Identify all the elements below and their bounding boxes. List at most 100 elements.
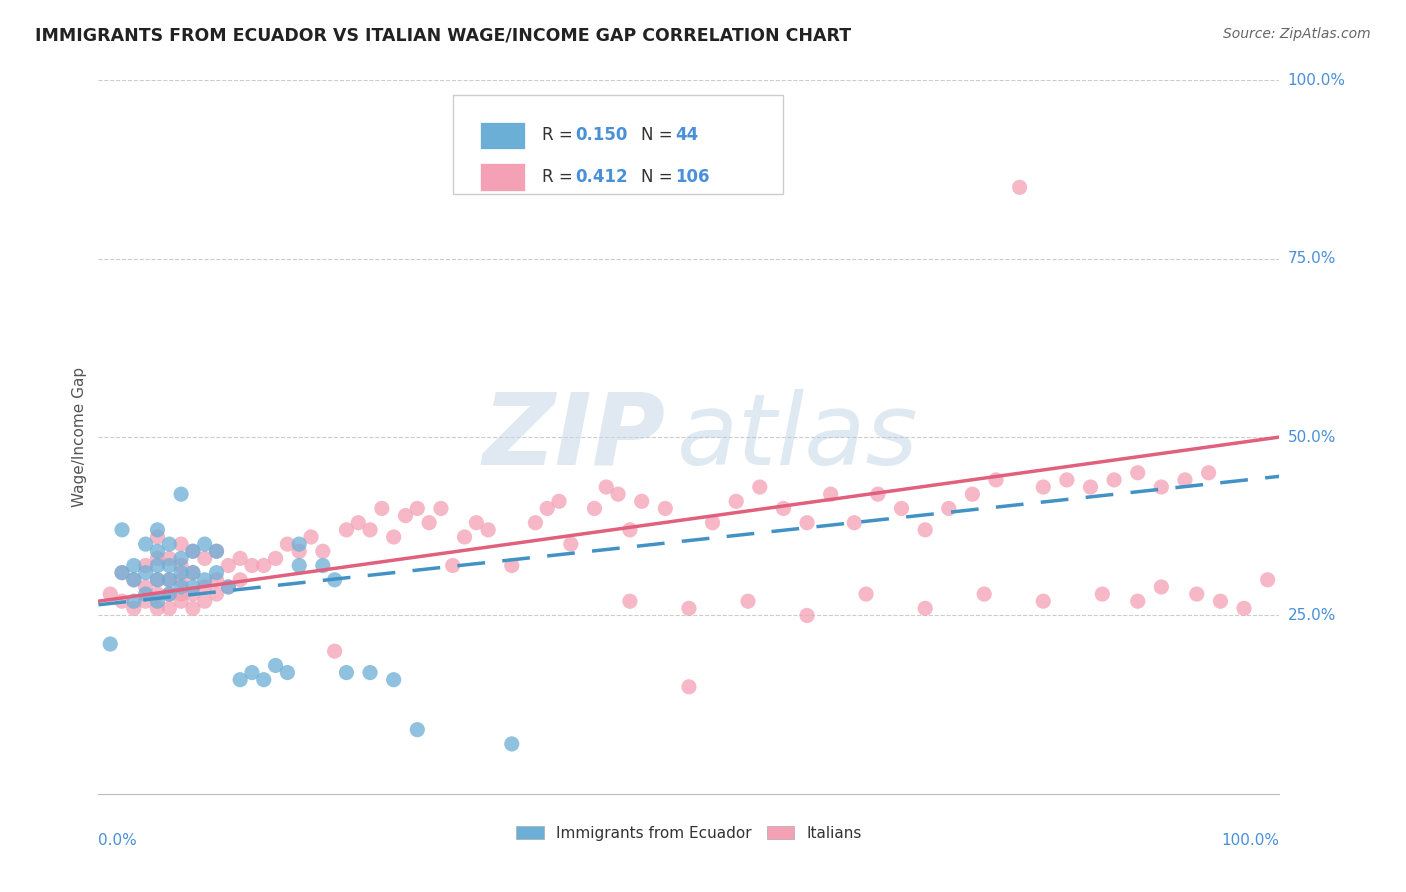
FancyBboxPatch shape bbox=[453, 95, 783, 194]
Point bbox=[170, 587, 193, 601]
Text: 44: 44 bbox=[675, 127, 697, 145]
Point bbox=[335, 665, 357, 680]
Point bbox=[146, 530, 169, 544]
Point bbox=[1233, 601, 1256, 615]
Point bbox=[229, 673, 252, 687]
Point bbox=[890, 501, 912, 516]
Point bbox=[630, 494, 652, 508]
Point bbox=[122, 573, 145, 587]
Point bbox=[146, 601, 169, 615]
Point bbox=[501, 558, 523, 573]
Point bbox=[157, 601, 180, 615]
Point bbox=[205, 566, 228, 580]
Point bbox=[170, 537, 193, 551]
Text: ZIP: ZIP bbox=[482, 389, 665, 485]
Point bbox=[205, 544, 228, 558]
Point bbox=[122, 601, 145, 615]
Point bbox=[157, 537, 180, 551]
Point bbox=[157, 551, 180, 566]
Point bbox=[122, 573, 145, 587]
Point bbox=[146, 558, 169, 573]
Point bbox=[772, 501, 794, 516]
Point bbox=[146, 573, 169, 587]
Point bbox=[217, 558, 239, 573]
Point bbox=[288, 558, 311, 573]
Text: R =: R = bbox=[543, 168, 578, 186]
Point bbox=[501, 737, 523, 751]
Point bbox=[264, 658, 287, 673]
FancyBboxPatch shape bbox=[479, 163, 524, 191]
Point bbox=[205, 544, 228, 558]
Point bbox=[844, 516, 866, 530]
Point bbox=[737, 594, 759, 608]
Point bbox=[194, 573, 217, 587]
Point bbox=[453, 530, 475, 544]
Point bbox=[1091, 587, 1114, 601]
Point bbox=[430, 501, 453, 516]
Point bbox=[146, 544, 169, 558]
Point bbox=[181, 566, 204, 580]
Point bbox=[382, 673, 405, 687]
Legend: Immigrants from Ecuador, Italians: Immigrants from Ecuador, Italians bbox=[510, 820, 868, 847]
Point bbox=[595, 480, 617, 494]
Point bbox=[973, 587, 995, 601]
Point bbox=[1056, 473, 1078, 487]
Point bbox=[678, 680, 700, 694]
Point bbox=[194, 537, 217, 551]
Point bbox=[524, 516, 547, 530]
Point bbox=[820, 487, 842, 501]
Point bbox=[654, 501, 676, 516]
Point bbox=[347, 516, 370, 530]
Point bbox=[253, 558, 276, 573]
Point bbox=[170, 594, 193, 608]
Point bbox=[135, 566, 157, 580]
Point bbox=[1198, 466, 1220, 480]
Point bbox=[1102, 473, 1125, 487]
Point bbox=[157, 573, 180, 587]
Point bbox=[276, 665, 298, 680]
Point bbox=[441, 558, 464, 573]
Point bbox=[394, 508, 416, 523]
Point bbox=[194, 594, 217, 608]
Y-axis label: Wage/Income Gap: Wage/Income Gap bbox=[72, 367, 87, 508]
Point bbox=[938, 501, 960, 516]
Point bbox=[418, 516, 440, 530]
Point bbox=[253, 673, 276, 687]
Point bbox=[111, 566, 134, 580]
Point bbox=[135, 537, 157, 551]
Point bbox=[170, 558, 193, 573]
Point bbox=[335, 523, 357, 537]
Point bbox=[122, 594, 145, 608]
Text: Source: ZipAtlas.com: Source: ZipAtlas.com bbox=[1223, 27, 1371, 41]
Point bbox=[170, 573, 193, 587]
Text: atlas: atlas bbox=[678, 389, 918, 485]
Point bbox=[796, 608, 818, 623]
Point bbox=[1126, 594, 1149, 608]
Point bbox=[536, 501, 558, 516]
Point bbox=[371, 501, 394, 516]
Point bbox=[157, 573, 180, 587]
Point bbox=[98, 637, 121, 651]
Point bbox=[725, 494, 748, 508]
Point bbox=[217, 580, 239, 594]
Point bbox=[194, 551, 217, 566]
Point bbox=[619, 594, 641, 608]
Point bbox=[323, 644, 346, 658]
Point bbox=[1126, 466, 1149, 480]
Point bbox=[135, 558, 157, 573]
Point bbox=[157, 587, 180, 601]
Point bbox=[181, 587, 204, 601]
Text: 0.412: 0.412 bbox=[575, 168, 628, 186]
Point bbox=[1080, 480, 1102, 494]
Point bbox=[914, 601, 936, 615]
Point bbox=[135, 594, 157, 608]
Text: 0.150: 0.150 bbox=[575, 127, 628, 145]
Text: R =: R = bbox=[543, 127, 578, 145]
Point bbox=[1150, 580, 1173, 594]
Text: 0.0%: 0.0% bbox=[98, 833, 138, 848]
Point bbox=[465, 516, 488, 530]
Point bbox=[984, 473, 1007, 487]
Text: 75.0%: 75.0% bbox=[1288, 252, 1336, 266]
Point bbox=[914, 523, 936, 537]
Point bbox=[146, 523, 169, 537]
